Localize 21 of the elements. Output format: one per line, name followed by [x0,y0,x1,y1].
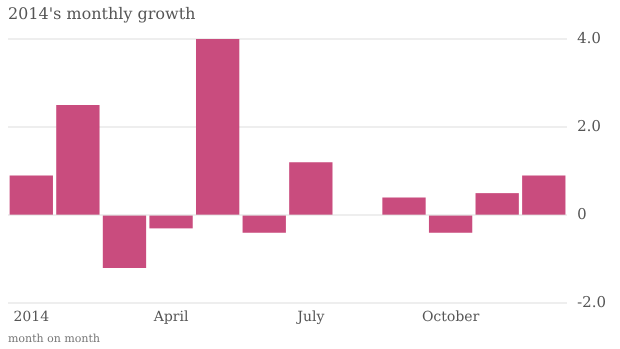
bar [428,216,472,233]
bar [522,176,566,215]
bar [56,105,100,215]
x-tick-label: October [422,309,480,326]
bar [102,216,146,268]
bar [149,216,193,228]
y-tick-label: 2.0 [577,116,601,135]
y-tick-label: 4.0 [577,28,601,47]
y-tick-label: 0 [577,205,587,224]
bar [196,39,240,215]
chart-title: 2014's monthly growth [8,4,196,23]
bar [382,198,426,215]
x-tick-label: 2014 [13,309,50,326]
bar [476,193,519,215]
y-tick-label: -2.0 [577,293,606,312]
bar [10,176,53,215]
bar [242,216,286,233]
x-axis-title: month on month [8,332,100,345]
x-tick-label: July [295,309,324,326]
bar [289,162,332,215]
x-tick-label: April [152,309,189,326]
